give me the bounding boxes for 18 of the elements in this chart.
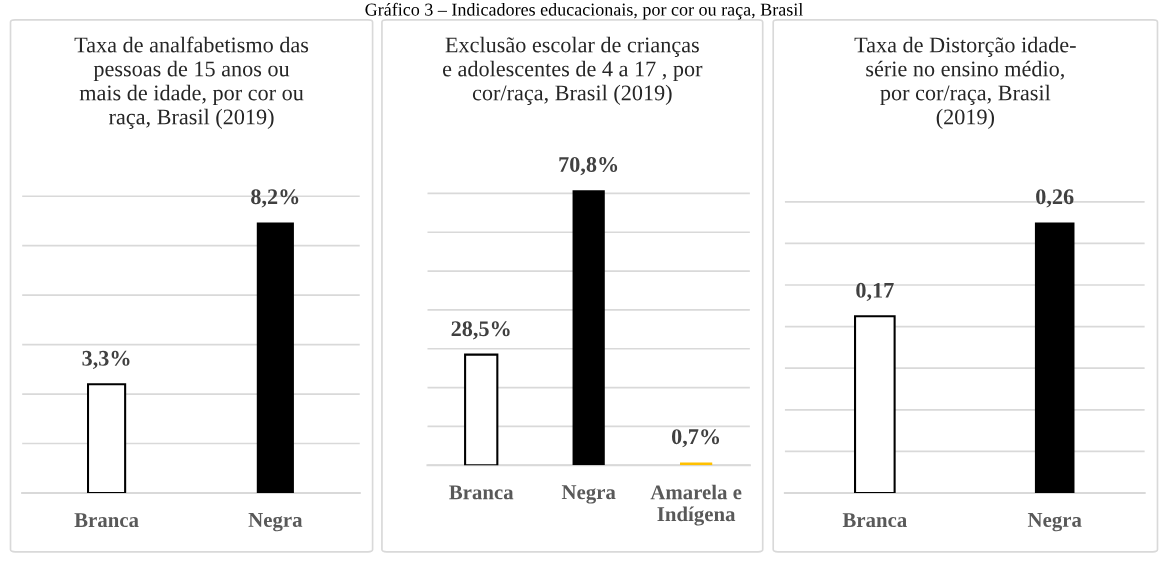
text: Gráfico 3 – Indicadores educacionais, por cor ou raça, Brasil (365, 2, 803, 20)
chart-title: Exclusão escolar de crianças e adolescentes de 4 a 17 , por cor/raça, Brasil (2019) (442, 36, 703, 105)
data-label: 8,2% (251, 189, 299, 208)
x-tick-label: Branca (449, 485, 514, 500)
data-label: 0,26 (1036, 189, 1074, 208)
x-tick-label: Branca (74, 513, 139, 528)
x-tick-label: Negra (248, 513, 303, 532)
data-label: 3,3% (82, 350, 130, 369)
chart-title: Taxa de analfabetismo das pessoas de 15 anos ou mais de idade, por cor ou raça, Brasil (2019) (74, 36, 309, 129)
data-label: 28,5% (451, 321, 510, 340)
x-tick-label: Negra (561, 485, 616, 504)
x-tick-label: Negra (1027, 513, 1082, 532)
data-label: 70,8% (559, 156, 618, 176)
x-tick-label: Amarela e Indígena (650, 484, 742, 526)
x-tick-label: Branca (842, 513, 907, 528)
data-label: 0,7% (671, 429, 720, 448)
data-label: 0,17 (856, 282, 894, 302)
chart-title: Taxa de Distorção idade- série no ensino médio, por cor/raça, Brasil (2019) (854, 36, 1076, 129)
